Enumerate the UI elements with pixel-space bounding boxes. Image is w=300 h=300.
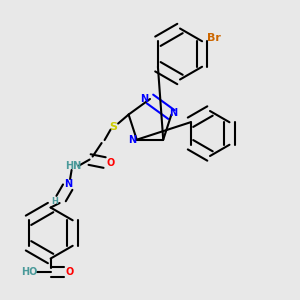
Text: N: N (128, 135, 136, 145)
Text: N: N (140, 94, 149, 104)
Text: HO: HO (21, 267, 38, 277)
Text: O: O (66, 267, 74, 277)
Text: N: N (64, 178, 73, 188)
Text: O: O (106, 158, 115, 167)
Text: S: S (110, 122, 118, 131)
Text: N: N (169, 108, 177, 118)
Text: H: H (52, 197, 58, 206)
Text: HN: HN (65, 160, 81, 170)
Text: Br: Br (207, 33, 221, 43)
